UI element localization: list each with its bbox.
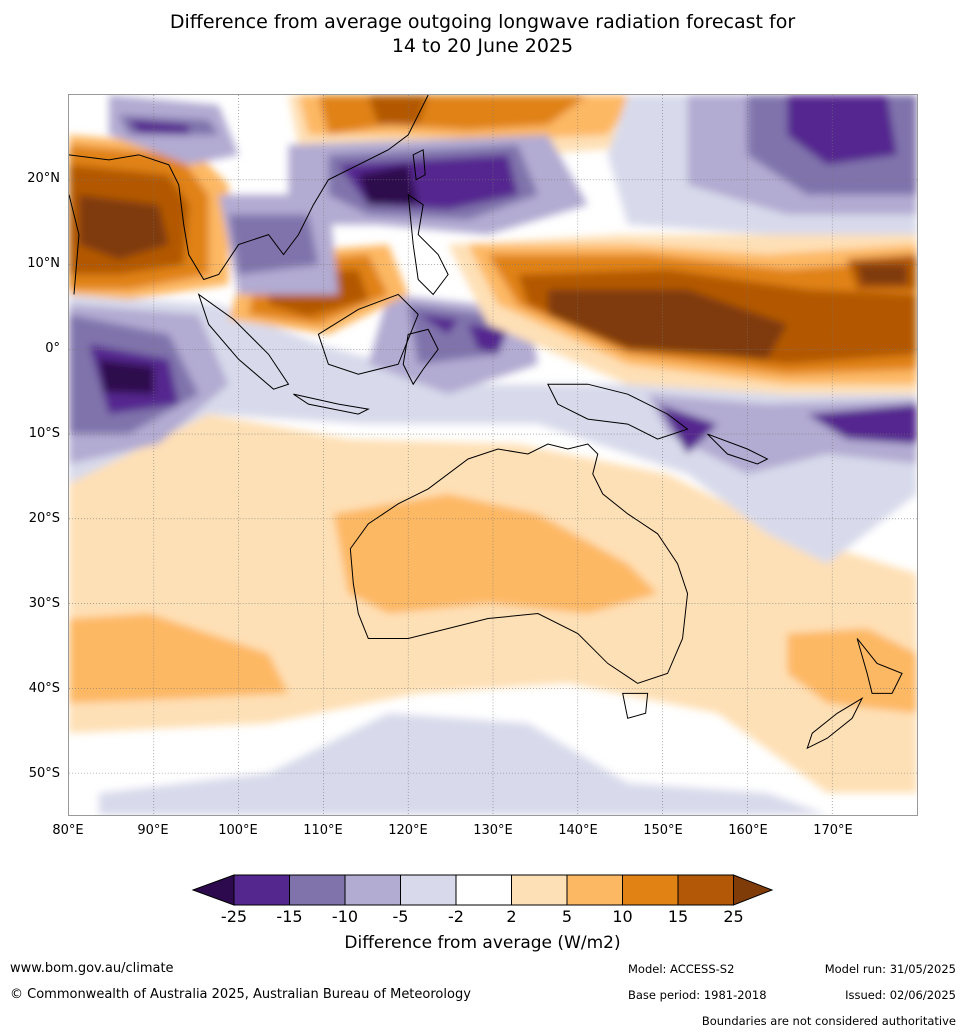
borneo-coastline <box>317 293 419 375</box>
base-period-text: Base period: 1981-2018 <box>628 988 767 1002</box>
coastlines <box>69 95 903 750</box>
lon-label-160e: 160°E <box>728 823 768 838</box>
anomaly-tasman-positive <box>787 628 917 714</box>
tasmania-coastline <box>622 692 649 719</box>
colorbar-label: Difference from average (W/m2) <box>344 933 621 953</box>
colorbar-bin-9 <box>677 874 734 906</box>
lat-label-40s: 40°S <box>28 681 60 696</box>
australia-coastline <box>349 443 689 684</box>
olr-anomaly-map <box>68 94 918 816</box>
anomaly-australia-positive <box>333 493 658 614</box>
website-text: www.bom.gov.au/climate <box>10 961 174 976</box>
colorbar-bin-5 <box>455 874 512 906</box>
lat-label-10n: 10°N <box>27 256 60 271</box>
colorbar-tick-5: 5 <box>561 907 573 926</box>
sulawesi-coastline <box>402 328 439 386</box>
colorbar-bin-6 <box>511 874 568 906</box>
lon-label-80e: 80°E <box>52 823 84 838</box>
lat-label-30s: 30°S <box>28 596 60 611</box>
lat-label-20n: 20°N <box>27 171 60 186</box>
solomon-islands <box>707 433 769 465</box>
issued-text: Issued: 02/06/2025 <box>845 988 956 1002</box>
india-coastline <box>69 194 80 295</box>
anomaly-indian-ocean-positive <box>69 613 289 704</box>
anomaly-china-strong-negative <box>358 164 419 205</box>
colorbar-tick-minus-15: -15 <box>276 907 303 926</box>
model-text: Model: ACCESS-S2 <box>628 962 735 976</box>
colorbar-bin-3 <box>344 874 401 906</box>
taiwan-coastline <box>412 149 426 181</box>
colorbar-tick-25: 25 <box>723 907 744 926</box>
title-line-1: Difference from average outgoing longwav… <box>169 11 796 33</box>
philippines-coastline <box>407 193 449 296</box>
colorbar-bin-4 <box>400 874 457 906</box>
disclaimer-text: Boundaries are not considered authoritat… <box>701 1014 956 1028</box>
lat-label-20s: 20°S <box>28 511 60 526</box>
chart-title: Difference from average outgoing longwav… <box>0 10 965 58</box>
colorbar-tick-minus-2: -2 <box>448 907 464 926</box>
gridlines <box>69 95 917 815</box>
anomaly-pacific-strong-positive <box>547 289 788 360</box>
colorbar-tick-2: 2 <box>506 907 517 926</box>
anomaly-tropical-south-negative <box>69 294 917 564</box>
colorbar-tick-minus-5: -5 <box>392 907 409 926</box>
lon-label-130e: 130°E <box>473 823 513 838</box>
lat-label-50s: 50°S <box>28 766 60 781</box>
colorbar <box>191 874 774 906</box>
colorbar-below-extension <box>191 874 235 906</box>
lon-label-140e: 140°E <box>558 823 598 838</box>
title-line-2: 14 to 20 June 2025 <box>391 35 574 57</box>
lon-label-90e: 90°E <box>137 823 169 838</box>
colorbar-tick-15: 15 <box>667 907 689 926</box>
colorbar-tick-minus-10: -10 <box>331 907 359 926</box>
new-guinea-coastline <box>547 383 689 440</box>
asia-coastline <box>69 95 429 281</box>
colorbar-bin-2 <box>289 874 346 906</box>
colorbar-tick-minus-25: -25 <box>220 907 248 926</box>
lon-label-100e: 100°E <box>218 823 258 838</box>
lon-label-170e: 170°E <box>813 823 853 838</box>
colorbar-tick-10: 10 <box>612 907 633 926</box>
sumatra-coastline <box>197 293 290 390</box>
new-zealand-north-island <box>856 638 903 694</box>
colorbar-bin-8 <box>622 874 679 906</box>
lon-label-120e: 120°E <box>388 823 428 838</box>
anomaly-southern-ocean-negative <box>98 713 828 815</box>
lat-label-0: 0° <box>45 341 60 356</box>
lon-label-110e: 110°E <box>303 823 343 838</box>
new-zealand-south-island <box>806 697 864 750</box>
model-run-text: Model run: 31/05/2025 <box>824 962 956 976</box>
colorbar-bin-1 <box>233 874 290 906</box>
colorbar-bin-7 <box>566 874 623 906</box>
java-coastline <box>293 393 370 415</box>
lon-label-150e: 150°E <box>643 823 683 838</box>
colorbar-above-extension <box>733 874 774 906</box>
anomaly-fields <box>69 95 917 815</box>
copyright-text: © Commonwealth of Australia 2025, Austra… <box>10 987 471 1002</box>
lat-label-10s: 10°S <box>28 426 60 441</box>
